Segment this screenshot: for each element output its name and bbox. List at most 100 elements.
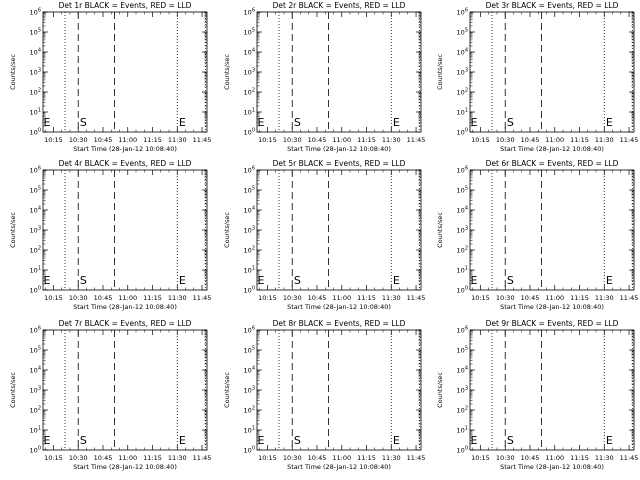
x-tick-label: 11:45 (620, 454, 639, 462)
x-tick-label: 10:45 (308, 454, 327, 462)
y-tick-label: 100 (30, 128, 41, 137)
x-tick-label: 11:30 (168, 136, 187, 144)
x-tick-label: 10:45 (521, 454, 540, 462)
x-tick-label: 11:30 (595, 454, 614, 462)
x-tick-label: 10:15 (471, 454, 490, 462)
x-axis-label: Start Time (28-Jan-12 10:08:40) (73, 463, 177, 471)
plot-frame (42, 169, 208, 291)
annotation-label: S (80, 274, 87, 287)
y-tick-label: 106 (244, 166, 255, 175)
x-axis-label: Start Time (28-Jan-12 10:08:40) (73, 145, 177, 153)
y-tick-label: 101 (457, 426, 468, 435)
chart-title: Det 5r BLACK = Events, RED = LLD (273, 159, 406, 168)
y-tick-label: 102 (30, 406, 41, 415)
y-tick-label: 102 (457, 246, 468, 255)
x-axis-label: Start Time (28-Jan-12 10:08:40) (500, 463, 604, 471)
y-tick-label: 101 (30, 266, 41, 275)
x-tick-label: 11:00 (332, 294, 351, 302)
y-tick-label: 101 (30, 426, 41, 435)
y-tick-label: 100 (30, 446, 41, 455)
y-tick-label: 103 (30, 226, 41, 235)
x-axis-label: Start Time (28-Jan-12 10:08:40) (287, 145, 391, 153)
y-tick-label: 100 (457, 286, 468, 295)
annotation-label: E (471, 274, 478, 287)
annotation-label: E (393, 434, 400, 447)
y-tick-label: 100 (30, 286, 41, 295)
plot-frame (42, 11, 208, 133)
y-tick-label: 105 (457, 186, 468, 195)
y-tick-label: 104 (457, 206, 468, 215)
y-tick-label: 101 (457, 266, 468, 275)
y-axis-label: Counts/sec (223, 54, 231, 90)
y-tick-label: 100 (244, 128, 255, 137)
y-tick-label: 106 (30, 326, 41, 335)
y-tick-label: 103 (244, 226, 255, 235)
x-tick-label: 11:15 (357, 454, 376, 462)
annotation-label: S (80, 116, 87, 129)
x-tick-label: 11:30 (168, 454, 187, 462)
x-tick-label: 10:45 (94, 294, 113, 302)
y-tick-label: 103 (244, 68, 255, 77)
x-tick-label: 11:00 (118, 294, 137, 302)
chart-title: Det 4r BLACK = Events, RED = LLD (59, 159, 192, 168)
y-tick-label: 106 (30, 166, 41, 175)
chart-panel: Det 2r BLACK = Events, RED = LLD Counts/s… (223, 1, 425, 153)
x-tick-label: 10:15 (44, 136, 63, 144)
y-tick-label: 104 (30, 366, 41, 375)
y-tick-label: 100 (244, 286, 255, 295)
chart-panel: Det 8r BLACK = Events, RED = LLD Counts/s… (223, 319, 425, 471)
y-tick-label: 102 (244, 88, 255, 97)
x-tick-label: 10:30 (496, 454, 515, 462)
x-axis-label: Start Time (28-Jan-12 10:08:40) (500, 145, 604, 153)
y-tick-label: 102 (457, 406, 468, 415)
x-tick-label: 11:15 (143, 454, 162, 462)
y-tick-label: 105 (244, 28, 255, 37)
x-tick-label: 11:45 (407, 294, 426, 302)
y-axis-label: Counts/sec (436, 54, 444, 90)
plot-frame (256, 329, 422, 451)
y-tick-label: 102 (244, 406, 255, 415)
x-tick-label: 11:30 (168, 294, 187, 302)
y-tick-label: 101 (244, 426, 255, 435)
x-tick-label: 11:00 (545, 136, 564, 144)
y-tick-label: 100 (457, 446, 468, 455)
chart-title: Det 9r BLACK = Events, RED = LLD (486, 319, 619, 328)
y-tick-label: 103 (457, 68, 468, 77)
x-tick-label: 10:15 (44, 294, 63, 302)
chart-title: Det 3r BLACK = Events, RED = LLD (486, 1, 619, 10)
chart-panel: Det 6r BLACK = Events, RED = LLD Counts/s… (436, 159, 638, 311)
x-tick-label: 11:30 (382, 454, 401, 462)
chart-title: Det 6r BLACK = Events, RED = LLD (486, 159, 619, 168)
y-tick-label: 103 (30, 386, 41, 395)
x-tick-label: 10:30 (69, 294, 88, 302)
x-tick-label: 11:45 (193, 136, 212, 144)
y-axis-label: Counts/sec (223, 372, 231, 408)
x-tick-label: 11:15 (570, 136, 589, 144)
y-tick-label: 102 (457, 88, 468, 97)
x-tick-label: 11:30 (382, 294, 401, 302)
x-tick-label: 11:15 (143, 136, 162, 144)
plot-frame (469, 169, 635, 291)
y-axis-label: Counts/sec (223, 212, 231, 248)
y-axis-label: Counts/sec (436, 372, 444, 408)
y-tick-label: 105 (30, 186, 41, 195)
annotation-label: E (606, 434, 613, 447)
y-axis-label: Counts/sec (9, 372, 17, 408)
x-tick-label: 10:30 (283, 294, 302, 302)
y-tick-label: 103 (457, 226, 468, 235)
annotation-label: E (179, 274, 186, 287)
annotation-label: E (258, 116, 265, 129)
chart-title: Det 2r BLACK = Events, RED = LLD (273, 1, 406, 10)
annotation-label: E (258, 274, 265, 287)
x-tick-label: 10:30 (69, 136, 88, 144)
annotation-label: S (507, 434, 514, 447)
chart-panel: Det 9r BLACK = Events, RED = LLD Counts/s… (436, 319, 638, 471)
chart-panel: Det 4r BLACK = Events, RED = LLD Counts/s… (9, 159, 211, 311)
x-tick-label: 10:30 (283, 454, 302, 462)
y-tick-label: 104 (244, 206, 255, 215)
x-tick-label: 11:00 (332, 454, 351, 462)
y-tick-label: 103 (457, 386, 468, 395)
x-tick-label: 11:15 (570, 454, 589, 462)
x-tick-label: 10:30 (69, 454, 88, 462)
